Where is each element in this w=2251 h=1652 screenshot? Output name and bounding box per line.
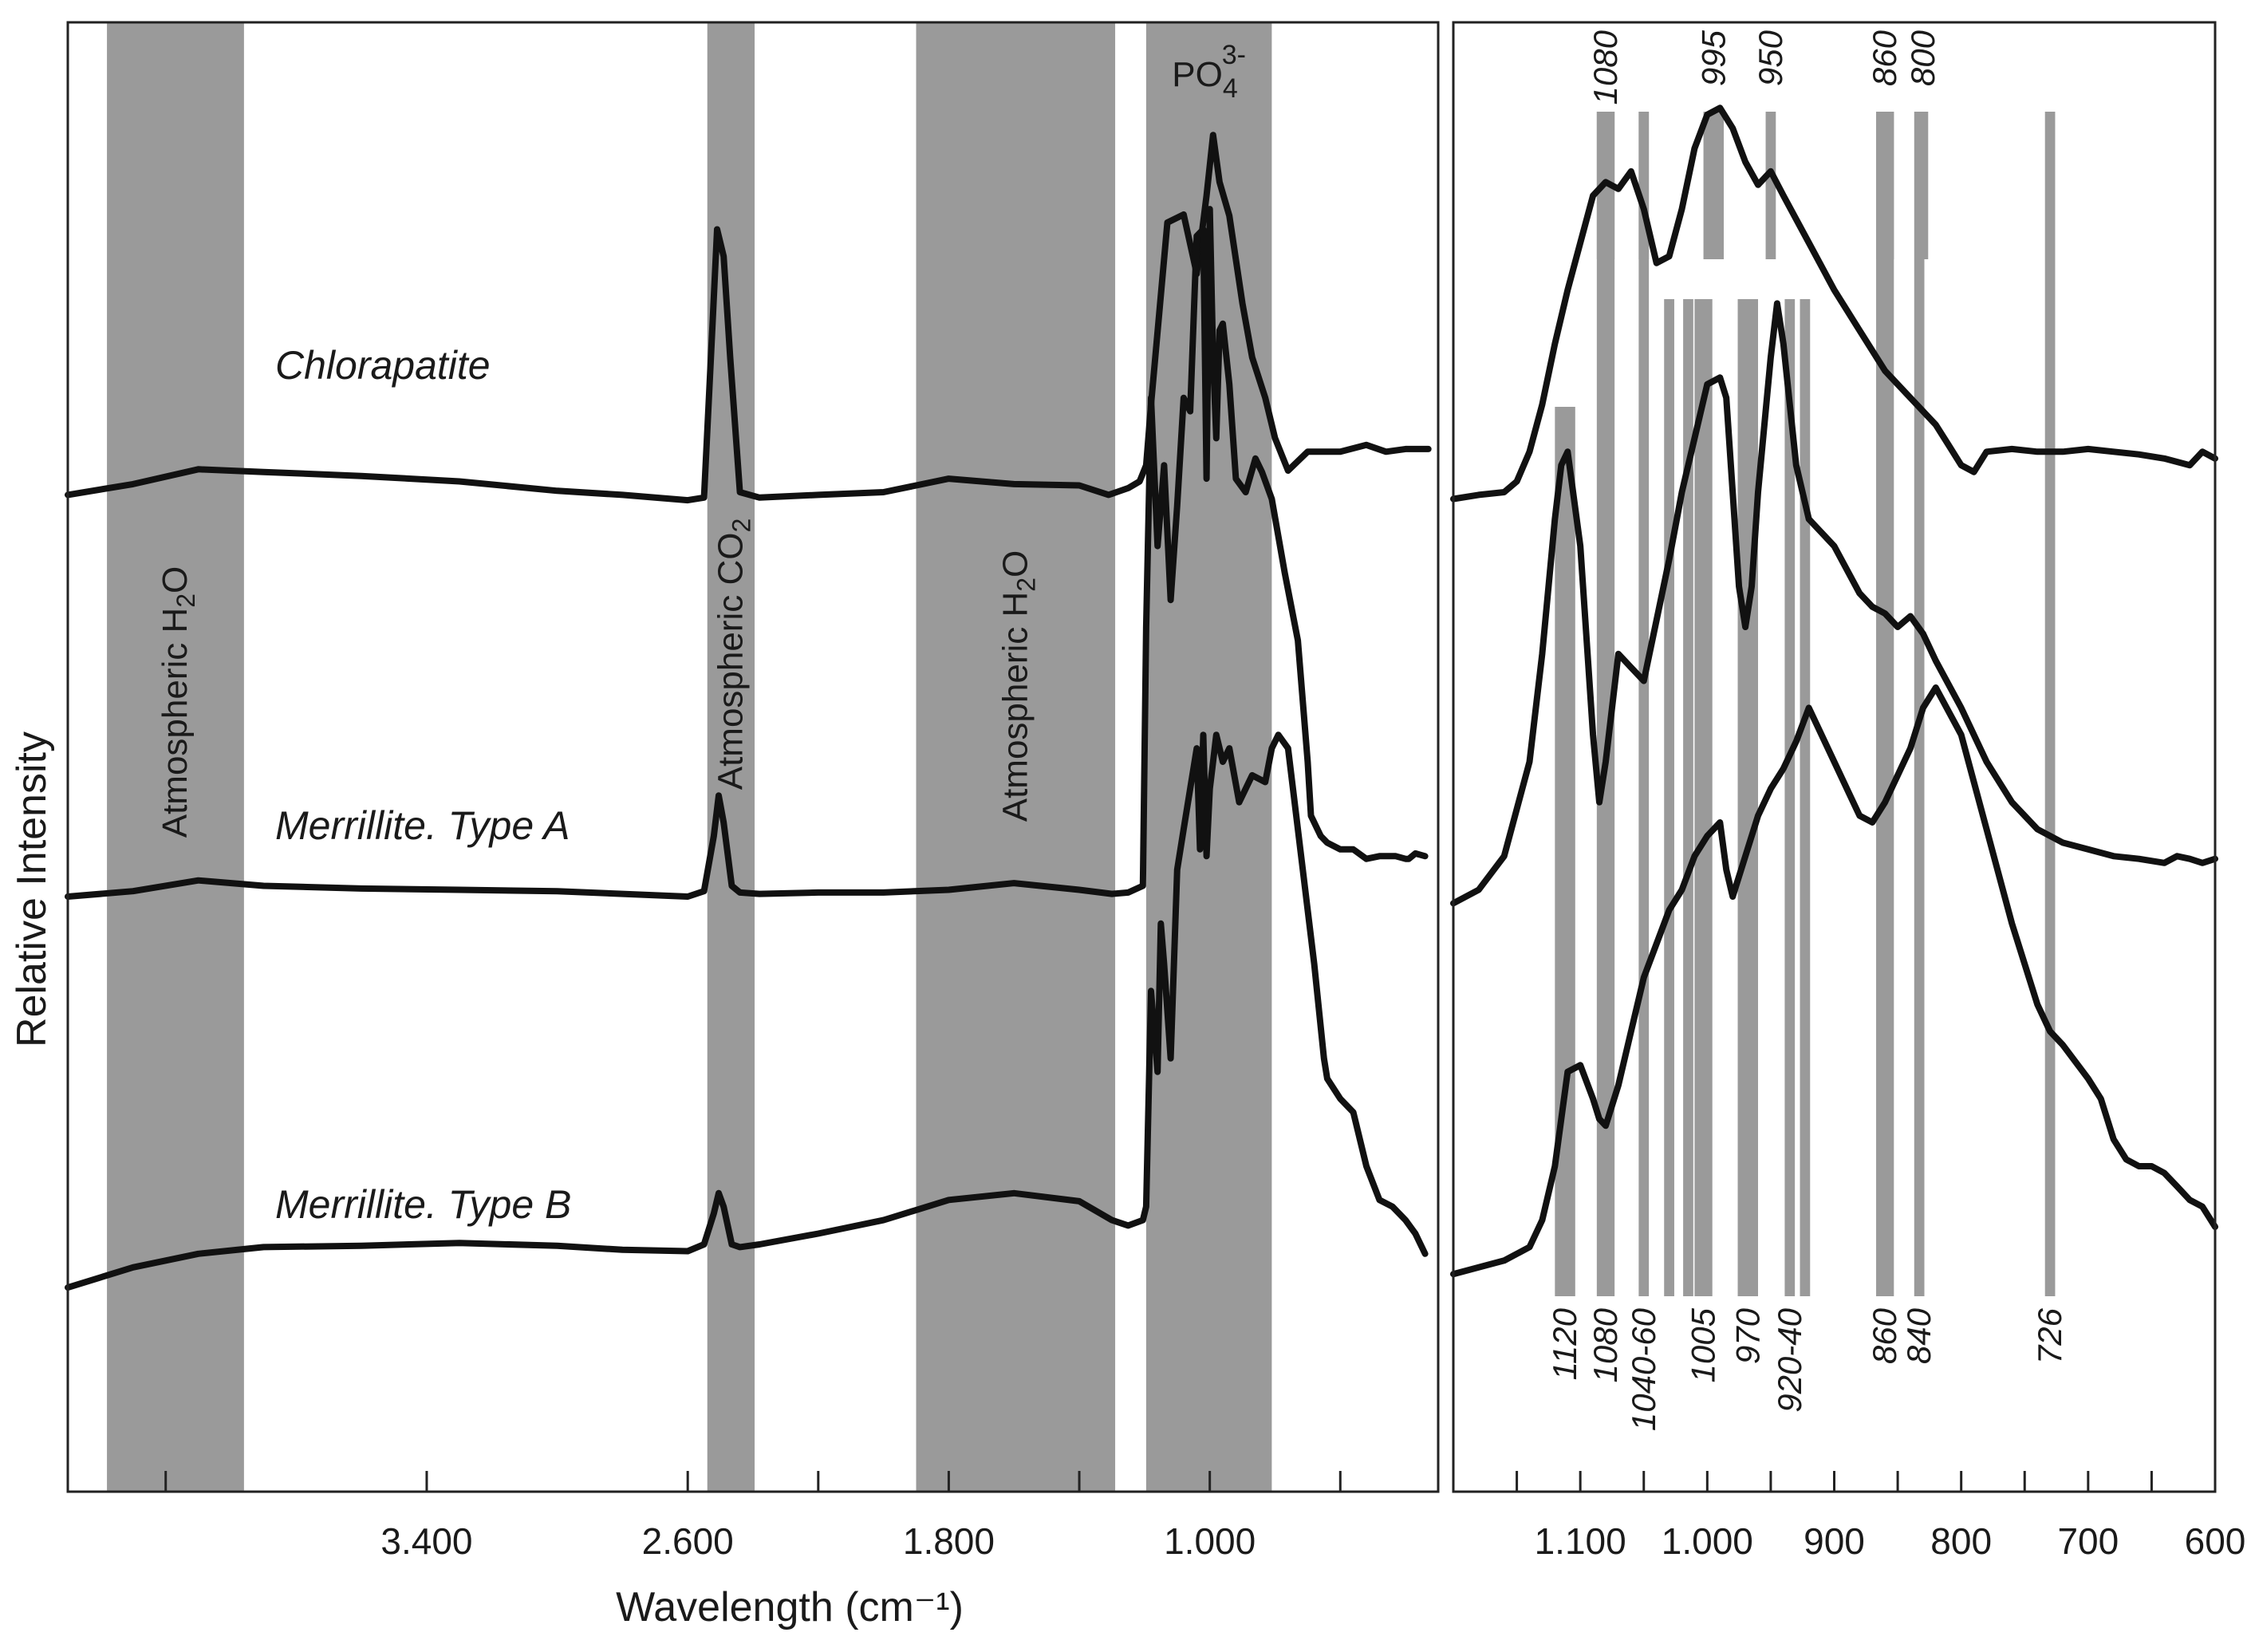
bottom-peak-bar-8 <box>1784 299 1796 1296</box>
bottom-peak-bar-10 <box>1876 112 1894 1296</box>
top-peak-label-860: 860 <box>1866 30 1903 86</box>
top-peak-bar-4 <box>1765 112 1776 259</box>
bottom-peak-bar-3 <box>1638 112 1650 1296</box>
bottom-peak-label-970: 970 <box>1729 1307 1766 1364</box>
left-plot-frame <box>66 21 1440 1493</box>
bottom-peak-label-726: 726 <box>2031 1307 2068 1364</box>
right-tick-label-1100: 1.100 <box>1535 1520 1626 1562</box>
right-tick-label-700: 700 <box>2057 1520 2119 1562</box>
left-tick-label-1000: 1.000 <box>1164 1520 1256 1562</box>
series-label-chlorapatite: Chlorapatite <box>275 343 491 388</box>
left-tick-label-1800: 1.800 <box>903 1520 995 1562</box>
right-ticks: 1.100 1.000 900 800 700 600 <box>1516 1471 2246 1562</box>
right-bars <box>1555 112 2056 1296</box>
top-peak-label-950: 950 <box>1752 30 1789 86</box>
bottom-peak-label-840: 840 <box>1900 1307 1938 1364</box>
band-label-2: Atmospheric CO2 <box>711 518 755 791</box>
bottom-peak-label-1040-60: 1040-60 <box>1625 1307 1662 1431</box>
top-peak-label-1080: 1080 <box>1587 30 1624 104</box>
left-series-merrillite-type-a <box>65 206 1429 900</box>
right-tick-label-900: 900 <box>1804 1520 1865 1562</box>
bottom-peak-label-1005: 1005 <box>1685 1307 1722 1382</box>
top-peak-label-800: 800 <box>1904 30 1942 86</box>
left-series-merrillite-type-b <box>65 731 1429 1291</box>
band-3 <box>916 22 1116 1492</box>
bottom-peak-bar-12 <box>2044 112 2056 1296</box>
right-tick-label-600: 600 <box>2185 1520 2246 1562</box>
bottom-peak-bar-6 <box>1694 299 1713 1296</box>
series-label-merrillite-type-a: Merrillite. Type A <box>275 803 570 848</box>
bottom-peak-bar-9 <box>1800 299 1811 1296</box>
right-series <box>1450 104 2218 1278</box>
top-peak-label-995: 995 <box>1694 30 1732 86</box>
left-ticks: 3.400 2.600 1.800 1.000 <box>164 1471 1342 1562</box>
y-axis-title: Relative Intensity <box>9 731 55 1047</box>
right-tick-label-800: 800 <box>1930 1520 1992 1562</box>
bottom-peak-label-860: 860 <box>1866 1307 1903 1364</box>
bottom-peak-bar-4 <box>1664 299 1674 1296</box>
left-tick-label-3400: 3.400 <box>380 1520 472 1562</box>
bottom-peak-bar-2 <box>1596 112 1615 1296</box>
band-1 <box>107 22 244 1492</box>
top-peak-bar-3 <box>1703 112 1725 259</box>
left-tick-label-2600: 2.600 <box>642 1520 734 1562</box>
right-panel: 1.100 1.000 900 800 700 600 1080 995 950 860 8001… <box>1450 21 2246 1562</box>
bottom-peak-label-920-40: 920-40 <box>1771 1307 1808 1412</box>
right-series-merrillite-type-a <box>1450 300 2218 907</box>
left-bands: Atmospheric H2O Atmospheric CO2 Atmospheri… <box>107 22 1272 1492</box>
bottom-peak-label-1120: 1120 <box>1546 1307 1583 1380</box>
bottom-peak-label-1080: 1080 <box>1587 1307 1624 1382</box>
bottom-peak-bar-5 <box>1683 299 1693 1296</box>
bottom-peak-bar-7 <box>1737 299 1758 1296</box>
series-label-merrillite-type-b: Merrillite. Type B <box>275 1182 571 1227</box>
left-series-chlorapatite <box>65 132 1432 504</box>
right-series-chlorapatite <box>1450 104 2218 503</box>
x-axis-title: Wavelength (cm⁻¹) <box>616 1584 964 1630</box>
right-tick-label-1000: 1.000 <box>1662 1520 1753 1562</box>
right-series-merrillite-type-b <box>1450 684 2218 1278</box>
band-label-1: Atmospheric H2O <box>156 566 200 838</box>
band-label-3: Atmospheric H2O <box>995 550 1040 822</box>
left-series: Chlorapatite Merrillite. Type A Merrillite… <box>65 132 1432 1291</box>
left-panel: Atmospheric H2O Atmospheric CO2 Atmospheri… <box>65 21 1440 1562</box>
